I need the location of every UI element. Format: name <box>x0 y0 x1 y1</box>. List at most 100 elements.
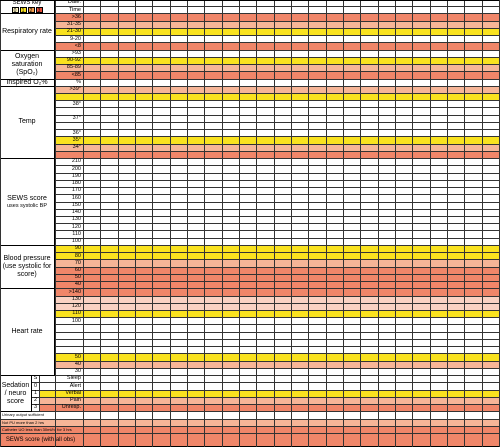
row: 21-30 <box>55 28 499 37</box>
column-line <box>204 0 206 447</box>
row-label: 34° <box>72 144 81 151</box>
total-label: SEWS score (with all obs) <box>5 437 76 443</box>
frame-line <box>55 0 56 447</box>
row: 35° <box>55 136 499 145</box>
row-code: 3 <box>32 405 40 412</box>
section-title-text: Inspired O₂% <box>6 78 48 86</box>
row-label: 170 <box>71 187 81 194</box>
row-code: 1 <box>32 390 40 397</box>
row-label: 110 <box>72 310 81 317</box>
section-title-text: Sedation / neuro score <box>1 381 30 405</box>
column-line <box>412 0 414 447</box>
column-line <box>256 0 258 447</box>
row-label: 120 <box>71 303 81 310</box>
section-title: Respiratory rate <box>0 14 55 51</box>
row-label <box>55 94 83 100</box>
row-label: Pain <box>69 397 81 404</box>
column-line <box>152 0 154 447</box>
row-code: 0 <box>32 383 40 390</box>
section-title: Blood pressure (use systolic for score) <box>0 245 55 290</box>
row: 36° <box>55 130 499 138</box>
row: 150 <box>55 202 499 210</box>
column-line <box>187 0 188 447</box>
row: 90-92 <box>55 57 499 66</box>
row: 190 <box>55 173 499 181</box>
row: 140 <box>55 209 499 217</box>
row: 37° <box>55 115 499 123</box>
row: >36 <box>55 13 499 22</box>
row-label: 90 <box>74 245 81 252</box>
footer-row: Urinary output sufficient <box>0 412 499 420</box>
row-label <box>55 340 83 346</box>
row: 120 <box>55 223 499 232</box>
section-title: Heart rate <box>0 289 55 377</box>
header-label: Date: <box>67 0 81 6</box>
section-title-text: Heart rate <box>11 328 43 336</box>
row-label: Alert <box>69 382 81 389</box>
row: 31-35 <box>55 21 499 29</box>
row-label: >36 <box>71 13 81 20</box>
row-label: 70 <box>74 259 81 266</box>
row <box>55 347 499 355</box>
row-label: 160 <box>71 194 81 201</box>
key-title: SEWS key <box>12 0 42 7</box>
row: 180 <box>55 180 499 189</box>
section-title: Temp <box>0 86 55 160</box>
row: 130 <box>55 217 499 225</box>
row-label: 30 <box>74 368 81 375</box>
section-title: SEWS score uses systolic BP <box>0 159 55 246</box>
row-label <box>55 152 83 158</box>
row: 38° <box>55 101 499 109</box>
row: S Sleep <box>32 376 499 384</box>
section-title: Inspired O₂% <box>0 78 55 87</box>
row: 60 <box>55 267 499 275</box>
row-label: 100 <box>71 238 81 245</box>
section-subtitle: uses systolic BP <box>6 202 48 209</box>
key-box: 1 <box>19 7 27 14</box>
header-row: Date: <box>55 0 499 8</box>
top-line <box>0 0 499 1</box>
row: 34° <box>55 144 499 152</box>
column-line <box>325 0 327 447</box>
row-label: 180 <box>71 180 81 187</box>
row-label: 31-35 <box>66 21 81 28</box>
row-label: 140 <box>71 209 81 216</box>
row-label: 120 <box>71 223 81 230</box>
row-label: 21-30 <box>66 28 81 35</box>
row: 110 <box>55 310 499 319</box>
column-line <box>100 0 102 447</box>
column-line <box>360 0 362 447</box>
frame-line <box>0 0 1 447</box>
row: <8 <box>55 43 499 51</box>
column-line <box>481 0 483 447</box>
row-label: 80 <box>74 252 81 259</box>
row-label: >140 <box>68 288 81 295</box>
row-label: 40 <box>74 361 81 368</box>
row: 40 <box>55 282 499 290</box>
row: 9-20 <box>55 36 499 44</box>
row: 2 Pain <box>32 397 499 406</box>
column-line <box>429 0 431 447</box>
header-row: Time <box>55 7 499 15</box>
row: 120 <box>55 303 499 312</box>
row: 70 <box>55 259 499 268</box>
footer-label: Catheter UO less than 30ml/hr for 3 hrs <box>2 426 72 432</box>
section-title-text: Respiratory rate <box>2 28 52 35</box>
row: >39° <box>55 86 499 95</box>
row: 80 <box>55 252 499 261</box>
row: 110 <box>55 231 499 239</box>
row: 200 <box>55 166 499 174</box>
row-label: 85-89 <box>66 64 81 71</box>
row-label <box>55 347 83 353</box>
row <box>55 325 499 333</box>
footer-label: Not PU more than 2 hrs <box>2 419 45 425</box>
row: 1 Verbal <box>32 390 499 398</box>
row-label: 90-92 <box>66 57 81 64</box>
column-line <box>221 0 223 447</box>
row-label: 35° <box>72 136 81 143</box>
row <box>55 332 499 340</box>
row: 50 <box>55 274 499 283</box>
row-code: 2 <box>32 397 40 405</box>
row-label: 37° <box>72 115 81 122</box>
